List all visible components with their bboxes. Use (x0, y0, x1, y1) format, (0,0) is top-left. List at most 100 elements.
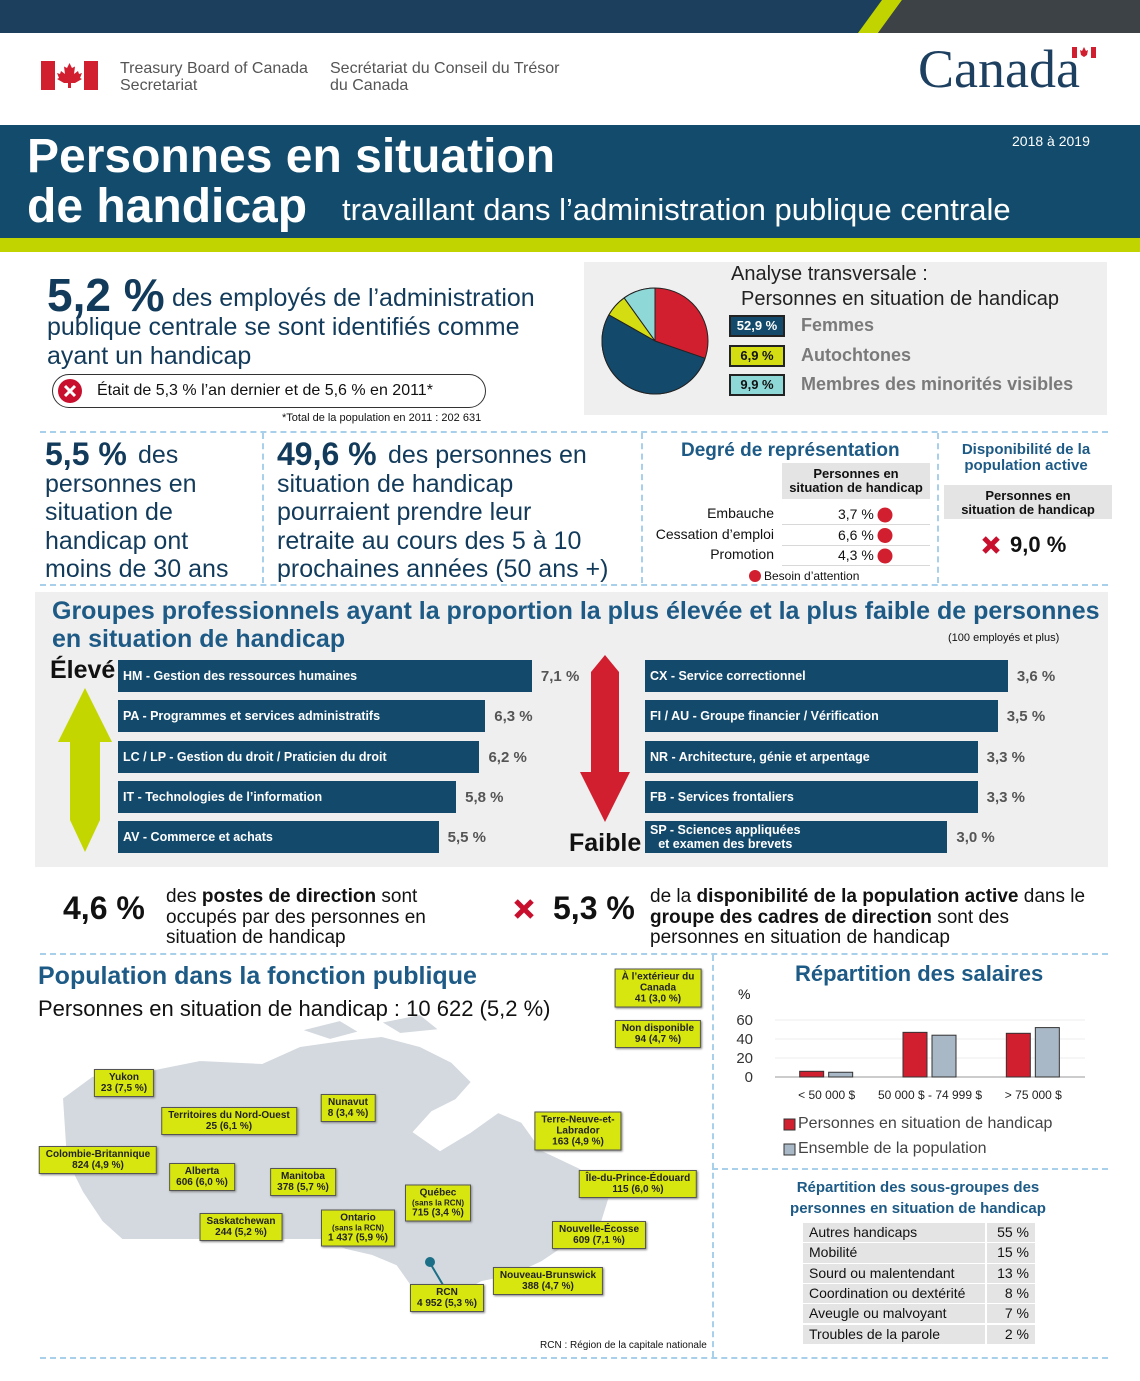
note: (100 employés et plus) (948, 632, 1060, 644)
headline-value: 5,2 % (47, 269, 165, 321)
region-label: À l’extérieur du Canada 41 (3,0 %) (614, 968, 702, 1008)
column-header-line: situation de handicap (789, 480, 923, 495)
section-title-line: Disponibilité de la (961, 441, 1091, 458)
value-label: 3,0 % (956, 829, 995, 847)
banner (0, 125, 1140, 238)
region-label: Nunavut 8 (3,4 %) (320, 1094, 376, 1122)
divider (40, 1357, 1108, 1359)
value-label: 7,1 % (540, 668, 580, 685)
dept-line: Secretariat (120, 77, 198, 94)
footnote: *Total de la population en 2011 : 202 63… (282, 412, 482, 424)
bar (118, 780, 457, 813)
bar (118, 740, 480, 773)
legend-label: Femmes (801, 315, 875, 335)
stat-value: 4,6 % (63, 890, 145, 926)
banner-stripe (0, 238, 1140, 252)
legend-label: Personnes en situation de handicap (798, 1115, 1053, 1132)
region-label: Terre-Neuve-et- Labrador 163 (4,9 %) (534, 1111, 622, 1151)
high-label: Élevé (50, 656, 116, 684)
text-segment: disponibilité de la population active (696, 886, 1019, 907)
stat-text: personnes en situation de handicap (650, 927, 950, 949)
legend-value: 6,9 % (729, 344, 785, 367)
stat-text: groupe des cadres de direction sont des (650, 907, 1009, 929)
text-segment: occupés par des personnes en (166, 906, 426, 928)
region-name: Yukon (108, 1072, 140, 1083)
stat-text: retraite au cours des 5 à 10 (277, 526, 582, 555)
attention-icon (982, 536, 1000, 554)
headline-text: des employés de l’administration (172, 284, 535, 312)
text-segment: postes de direction (201, 886, 377, 907)
region-label: Territoires du Nord-Ouest 25 (6,1 %) (161, 1107, 297, 1135)
table-cell-divider (985, 1304, 987, 1324)
region-name: Alberta (184, 1166, 220, 1177)
stat-text: situation de handicap (166, 927, 346, 949)
stat-text: moins de 30 ans (45, 555, 229, 583)
attention-dot (877, 548, 893, 564)
table-value: 8 % (1004, 1284, 1029, 1301)
x-tick-label: < 50 000 $ (798, 1088, 855, 1102)
region-value: 715 (3,4 %) (412, 1207, 464, 1219)
stat-text: des personnes en (388, 441, 587, 469)
y-tick-label: 0 (745, 1069, 753, 1086)
row-label: Promotion (710, 546, 774, 562)
map-pin (425, 1257, 435, 1267)
row-value: 4,3 % (838, 547, 874, 563)
legend-swatch (783, 1143, 796, 1156)
region-label: Nouveau-Brunswick 388 (4,7 %) (492, 1267, 604, 1295)
subtitle: travaillant dans l’administration publiq… (342, 192, 1011, 227)
region-label: Non disponible 94 (4,7 %) (614, 1020, 702, 1048)
region-name: Territoires du Nord-Ouest (168, 1110, 290, 1121)
note-pill (52, 374, 486, 408)
region-value: 244 (5,2 %) (215, 1227, 267, 1238)
row-value: 6,6 % (838, 526, 874, 543)
bar-label: AV - Commerce et achats (123, 830, 273, 845)
bar-label: SP - Sciences appliquées et examen des b… (650, 823, 801, 852)
region-value: 378 (5,7 %) (277, 1182, 329, 1193)
bar (645, 660, 1008, 692)
region-note: (sans la RCN) (411, 1198, 465, 1208)
legend-swatch (783, 1118, 796, 1131)
value-label: 6,2 % (488, 748, 527, 766)
bar (931, 1034, 957, 1078)
dept-line: Treasury Board of Canada (120, 60, 308, 77)
attention-dot (877, 507, 893, 523)
bar-label: NR - Architecture, génie et arpentage (650, 749, 870, 764)
text-segment: situation de handicap (166, 927, 346, 948)
y-tick-label: 20 (736, 1050, 753, 1067)
region-value: 25 (6,1 %) (205, 1121, 253, 1132)
stat-value: 49,6 % (277, 436, 377, 472)
text-segment: dans le (1018, 886, 1086, 907)
text-segment: sont (376, 886, 418, 907)
section-title-line: Répartition des sous-groupes des (796, 1179, 1040, 1196)
legend-label: Ensemble de la population (798, 1140, 987, 1157)
region-label: Nouvelle-Écosse 609 (7,1 %) (551, 1221, 647, 1249)
bar (645, 780, 978, 813)
row-label: Cessation d’emploi (655, 525, 774, 542)
pie-slice (601, 314, 706, 395)
table-row (803, 1304, 1035, 1324)
divider (712, 1168, 1108, 1170)
chart-title: Répartition des salaires (795, 961, 1044, 986)
availability-value: 9,0 % (1010, 532, 1067, 557)
bar (118, 700, 486, 733)
bar-label: HM - Gestion des ressources humaines (123, 669, 358, 683)
value-label: 6,3 % (494, 708, 533, 726)
stat-text: des (138, 441, 179, 469)
stat-text: pourraient prendre leur (277, 498, 532, 526)
text-segment: des (166, 886, 202, 907)
table-row (803, 1263, 1035, 1283)
legend-label: Autochtones (801, 344, 911, 365)
section-title-line: Groupes professionnels ayant la proporti… (52, 597, 1100, 625)
pie-subtitle: Personnes en situation de handicap (741, 288, 1060, 310)
section-title-line: population active (964, 457, 1088, 474)
title-line: de handicap (27, 180, 308, 233)
region-name: Québec (419, 1187, 457, 1199)
text-segment: sont des (931, 906, 1010, 928)
map (60, 1012, 614, 1304)
row-line (782, 544, 930, 546)
x-tick-label: > 75 000 $ (1005, 1088, 1062, 1102)
region-name: Non disponible (621, 1023, 695, 1034)
row-line (782, 524, 930, 525)
region-name: Manitoba (281, 1171, 325, 1182)
